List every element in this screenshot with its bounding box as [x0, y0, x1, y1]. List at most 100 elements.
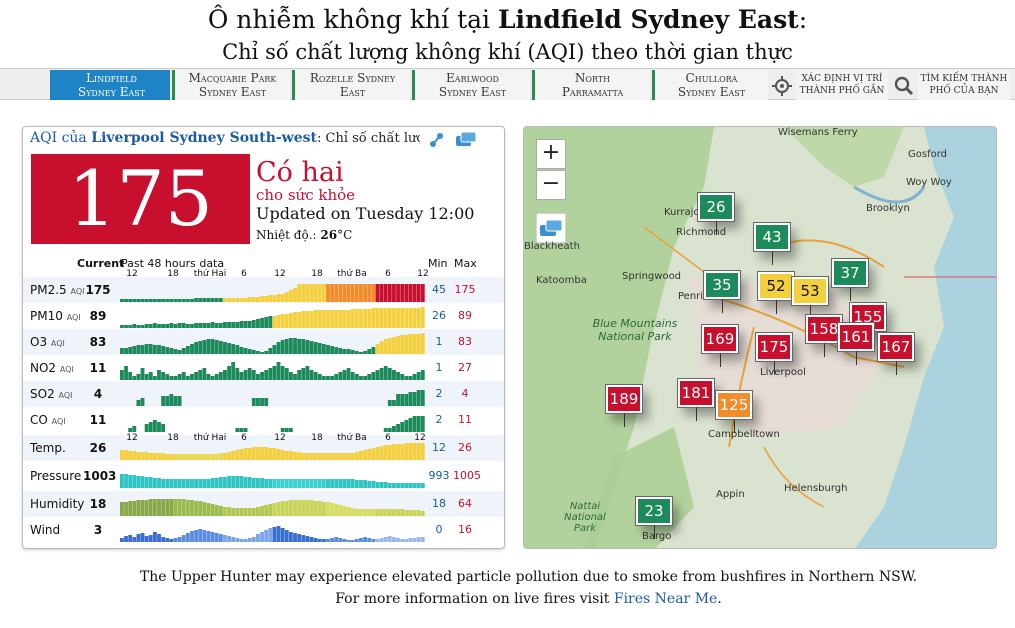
zoom-in-button[interactable]: + [536, 139, 566, 169]
history-bar [247, 368, 252, 380]
map[interactable]: + − Wisemans Ferry Gosford Woy Woy Brook… [523, 126, 997, 549]
pollutant-max: 83 [458, 335, 472, 348]
aqi-marker[interactable]: 26 [697, 192, 735, 235]
history-bar [342, 506, 347, 516]
history-bar [412, 538, 417, 542]
history-bar [148, 299, 153, 302]
history-bar [412, 392, 417, 406]
history-sparkline[interactable] [120, 303, 425, 329]
history-bar [140, 476, 145, 488]
history-bar [392, 483, 396, 488]
history-sparkline[interactable] [120, 463, 425, 489]
history-bar [371, 509, 376, 516]
history-bar [239, 372, 244, 380]
tab-macquarie-park[interactable]: Macquarie Park Sydney East [172, 70, 290, 100]
aqi-marker[interactable]: 167 [877, 332, 915, 375]
pollutant-row: Humidity 18 18 64 [23, 491, 504, 517]
history-sparkline[interactable] [120, 435, 425, 461]
history-bar [247, 477, 252, 488]
tab-chullora[interactable]: Chullora Sydney East [652, 70, 768, 100]
history-bar [293, 479, 297, 488]
locate-nearest-button[interactable]: xác định vị trí thành phố gần [796, 70, 888, 100]
history-bar [231, 362, 236, 380]
history-bar [202, 340, 207, 354]
aqi-marker[interactable]: 161 [837, 322, 875, 365]
history-bar [264, 398, 269, 406]
history-sparkline[interactable] [120, 517, 425, 543]
aqi-marker[interactable]: 43 [753, 222, 791, 265]
history-bar [120, 474, 124, 488]
history-bar [161, 346, 166, 354]
history-sparkline[interactable] [120, 355, 425, 381]
history-bar [330, 376, 335, 380]
history-bar [379, 509, 384, 516]
history-bar [148, 372, 153, 380]
history-bar [284, 428, 289, 432]
pollutant-current: 18 [89, 497, 107, 511]
history-bar [177, 374, 182, 380]
aqi-marker[interactable]: 125 [715, 390, 753, 433]
history-bar [284, 368, 289, 380]
history-bar [223, 342, 227, 354]
history-bar [404, 539, 409, 542]
history-sparkline[interactable] [120, 277, 425, 303]
aqi-marker[interactable]: 169 [701, 324, 739, 367]
history-bar [144, 324, 149, 328]
history-bar [124, 474, 128, 488]
history-bar [354, 309, 359, 328]
history-sparkline[interactable] [120, 381, 425, 407]
aqi-marker[interactable]: 52 [757, 271, 795, 314]
tab-north-parramatta[interactable]: North Parramatta [532, 70, 650, 100]
history-bar [383, 445, 388, 460]
history-sparkline[interactable] [120, 407, 425, 433]
history-bar [321, 539, 326, 542]
aqi-marker[interactable]: 189 [605, 384, 643, 427]
history-bar [305, 284, 310, 302]
history-bar [342, 479, 347, 488]
crosshair-icon[interactable] [772, 76, 792, 96]
aqi-marker[interactable]: 53 [791, 276, 829, 319]
widget-icon[interactable] [455, 131, 477, 147]
history-bar [387, 368, 392, 380]
aqi-marker[interactable]: 35 [703, 270, 741, 313]
aqi-marker[interactable]: 155 [849, 302, 887, 345]
history-bar [144, 500, 149, 516]
history-bar [309, 284, 314, 302]
search-icon[interactable] [894, 76, 914, 96]
history-bar [350, 453, 355, 460]
history-bar [276, 362, 281, 380]
history-sparkline[interactable] [120, 329, 425, 355]
tab-rozelle[interactable]: Rozelle Sydney East [292, 70, 410, 100]
history-bar [173, 454, 178, 460]
pollutant-row: PM10 AQI 89 26 89 [23, 303, 504, 329]
fires-near-me-link[interactable]: Fires Near Me [613, 591, 718, 607]
history-bar [132, 537, 137, 542]
history-bar [268, 504, 273, 516]
city-nav: Lindfield Sydney East Macquarie Park Sydne… [0, 68, 1015, 100]
history-bar [128, 451, 133, 460]
history-sparkline[interactable] [120, 491, 425, 517]
station-link[interactable]: Liverpool Sydney South-west [91, 130, 317, 146]
history-bar [350, 508, 355, 516]
layers-icon[interactable] [536, 213, 566, 243]
history-bar [124, 325, 128, 328]
history-bar [157, 453, 161, 460]
history-bar [169, 299, 174, 302]
aqi-marker[interactable]: 37 [831, 258, 869, 301]
history-bar [400, 284, 405, 302]
aqi-marker[interactable]: 158 [805, 314, 843, 357]
history-bar [136, 299, 141, 302]
history-bar [334, 537, 339, 542]
history-bar [223, 322, 227, 328]
aqi-marker[interactable]: 23 [635, 496, 673, 539]
search-city-button[interactable]: tìm kiếm thành phố của bạn [918, 70, 1010, 100]
zoom-out-button[interactable]: − [536, 170, 566, 200]
tab-earlwood[interactable]: Earlwood Sydney East [412, 70, 530, 100]
aqi-marker[interactable]: 175 [755, 332, 793, 375]
history-bar [256, 374, 260, 380]
aqi-marker[interactable]: 181 [677, 378, 715, 421]
pollutant-min: 1 [435, 361, 443, 374]
tab-lindfield[interactable]: Lindfield Sydney East [50, 70, 170, 100]
share-icon[interactable] [428, 131, 444, 149]
history-bar [260, 398, 264, 406]
